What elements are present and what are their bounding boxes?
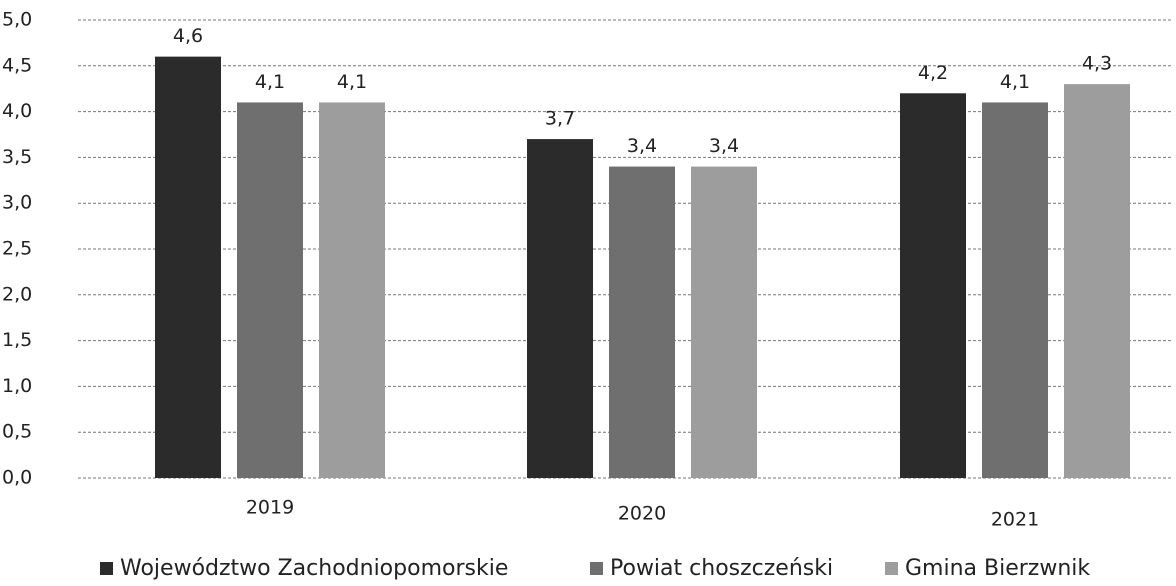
legend-swatch: [590, 562, 603, 575]
value-label: 3,4: [709, 135, 739, 157]
bar: [319, 102, 385, 478]
bar: [609, 166, 675, 478]
y-tick-label: 0,0: [2, 467, 32, 489]
value-label: 3,7: [545, 108, 575, 130]
bar: [155, 56, 221, 478]
value-label: 4,1: [337, 71, 367, 93]
legend-label: Gmina Bierzwnik: [905, 556, 1090, 581]
y-tick-label: 3,5: [2, 146, 32, 168]
y-tick-label: 4,0: [2, 100, 32, 122]
legend-label: Powiat choszczeński: [610, 556, 833, 581]
legend-swatch: [885, 562, 898, 575]
value-label: 4,1: [255, 71, 285, 93]
bar: [691, 166, 757, 478]
bar: [1064, 84, 1130, 479]
y-tick-label: 2,5: [2, 238, 32, 260]
value-label: 3,4: [627, 135, 657, 157]
value-label: 4,1: [1000, 71, 1030, 93]
y-tick-label: 1,0: [2, 375, 32, 397]
y-tick-label: 5,0: [2, 9, 32, 31]
value-label: 4,2: [918, 62, 948, 84]
x-tick-label: 2019: [246, 497, 294, 519]
legend-swatch: [100, 562, 113, 575]
x-tick-label: 2020: [618, 503, 666, 525]
value-label: 4,3: [1082, 53, 1112, 75]
y-tick-label: 2,0: [2, 283, 32, 305]
y-tick-label: 1,5: [2, 329, 32, 351]
y-tick-label: 0,5: [2, 421, 32, 443]
bar: [982, 102, 1048, 478]
value-label: 4,6: [173, 25, 203, 47]
bar: [900, 93, 966, 478]
y-tick-label: 3,0: [2, 192, 32, 214]
bar: [237, 102, 303, 478]
y-tick-label: 4,5: [2, 54, 32, 76]
legend-label: Województwo Zachodniopomorskie: [120, 556, 508, 581]
bar: [527, 139, 593, 478]
x-tick-label: 2021: [991, 509, 1039, 531]
